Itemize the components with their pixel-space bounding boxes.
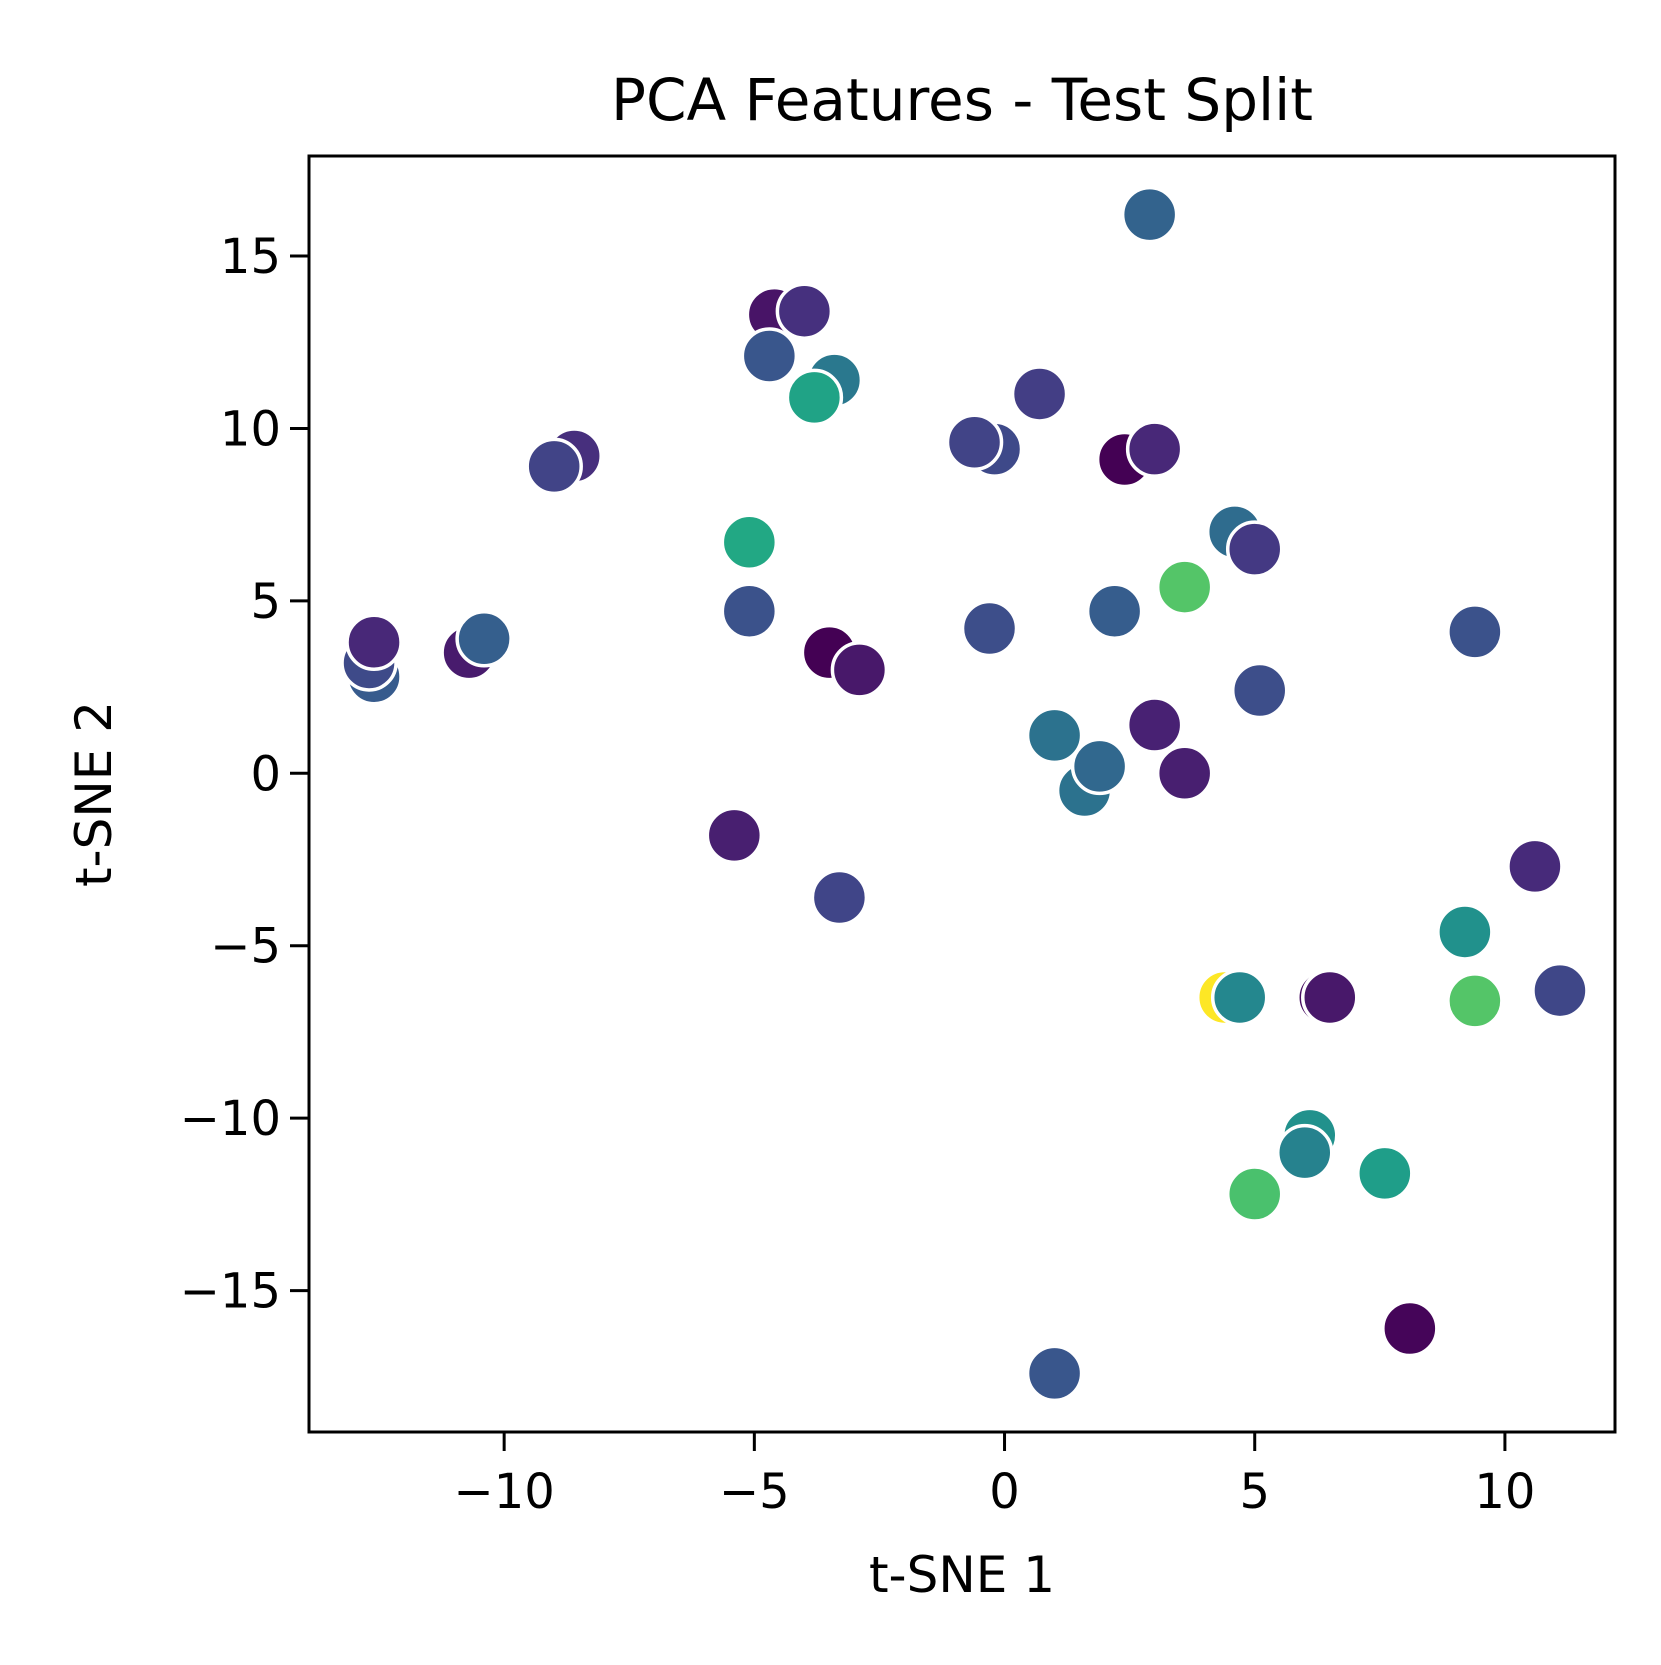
y-tick-label: 0	[250, 746, 281, 802]
x-tick-label: 5	[1239, 1464, 1270, 1520]
data-point	[1025, 706, 1084, 765]
data-point	[810, 868, 869, 927]
data-point	[1446, 972, 1504, 1030]
data-point	[525, 437, 583, 496]
data-point	[1155, 558, 1214, 616]
data-point	[1155, 744, 1214, 803]
data-point	[1446, 603, 1504, 661]
data-point	[1230, 661, 1289, 720]
data-point	[1125, 420, 1184, 478]
data-point	[1225, 1165, 1284, 1223]
data-point	[775, 282, 834, 340]
y-axis-label: t-SNE 2	[65, 701, 123, 887]
x-axis-label: t-SNE 1	[869, 1546, 1055, 1604]
y-tick-label: −5	[210, 919, 281, 975]
data-point	[945, 413, 1004, 471]
data-point	[1531, 961, 1589, 1020]
data-point	[1381, 1299, 1439, 1358]
data-point	[1010, 365, 1069, 423]
data-point	[1070, 737, 1129, 796]
data-point	[1120, 185, 1179, 244]
data-point	[740, 327, 799, 385]
y-tick-label: −15	[180, 1264, 281, 1320]
x-tick-label: 0	[989, 1464, 1020, 1520]
data-point	[830, 641, 889, 699]
x-tick-label: −5	[719, 1464, 790, 1520]
data-point	[785, 368, 844, 427]
y-tick-label: 5	[250, 574, 281, 630]
data-point	[1025, 1344, 1084, 1403]
chart-title: PCA Features - Test Split	[611, 66, 1313, 134]
points-layer	[340, 185, 1589, 1403]
data-point	[345, 613, 403, 672]
y-tick-label: 15	[220, 229, 281, 285]
data-point	[1301, 968, 1359, 1027]
data-point	[455, 610, 513, 668]
y-tick-label: −10	[180, 1091, 281, 1147]
plot-frame	[307, 154, 1617, 1434]
data-point	[1436, 903, 1494, 961]
data-point	[1356, 1144, 1414, 1203]
data-point	[705, 806, 764, 865]
data-point	[1506, 837, 1564, 896]
data-point	[1085, 582, 1144, 640]
data-point	[1225, 520, 1284, 578]
data-point	[720, 582, 779, 640]
data-point	[960, 599, 1019, 658]
data-point	[1125, 696, 1184, 754]
ticks-layer: −10 −5 0 5 10 −15 −10 −5 0 5 10 15	[180, 229, 1536, 1520]
x-tick-label: 10	[1474, 1464, 1535, 1520]
x-tick-label: −10	[454, 1464, 555, 1520]
data-point	[720, 513, 779, 571]
data-point	[1276, 1123, 1334, 1182]
data-point	[1210, 968, 1269, 1027]
y-tick-label: 10	[220, 401, 281, 457]
